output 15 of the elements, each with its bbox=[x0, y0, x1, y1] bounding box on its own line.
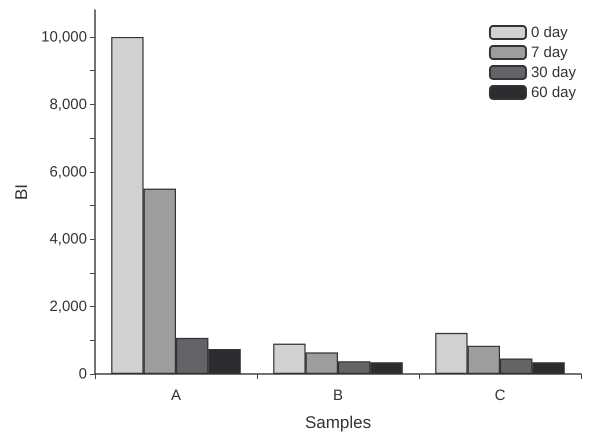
y-tick-label: 4,000 bbox=[49, 230, 87, 248]
legend-label: 0 day bbox=[530, 24, 568, 41]
legend-label: 60 day bbox=[530, 84, 576, 101]
y-axis-title: BI bbox=[12, 184, 32, 200]
y-tick-label: 6,000 bbox=[49, 163, 87, 180]
x-tick-label: A bbox=[170, 387, 182, 404]
legend-label: 30 day bbox=[530, 64, 576, 81]
y-tick-label: 0 bbox=[78, 366, 87, 382]
legend-label: 7 day bbox=[530, 44, 568, 61]
x-tick-label: C bbox=[494, 387, 506, 404]
x-tick-label: B bbox=[332, 387, 344, 404]
y-tick-label: 8,000 bbox=[49, 96, 87, 113]
y-tick-label: 2,000 bbox=[49, 298, 87, 316]
x-axis-title: Samples bbox=[304, 413, 372, 432]
y-tick-label: 10,000 bbox=[41, 28, 87, 46]
